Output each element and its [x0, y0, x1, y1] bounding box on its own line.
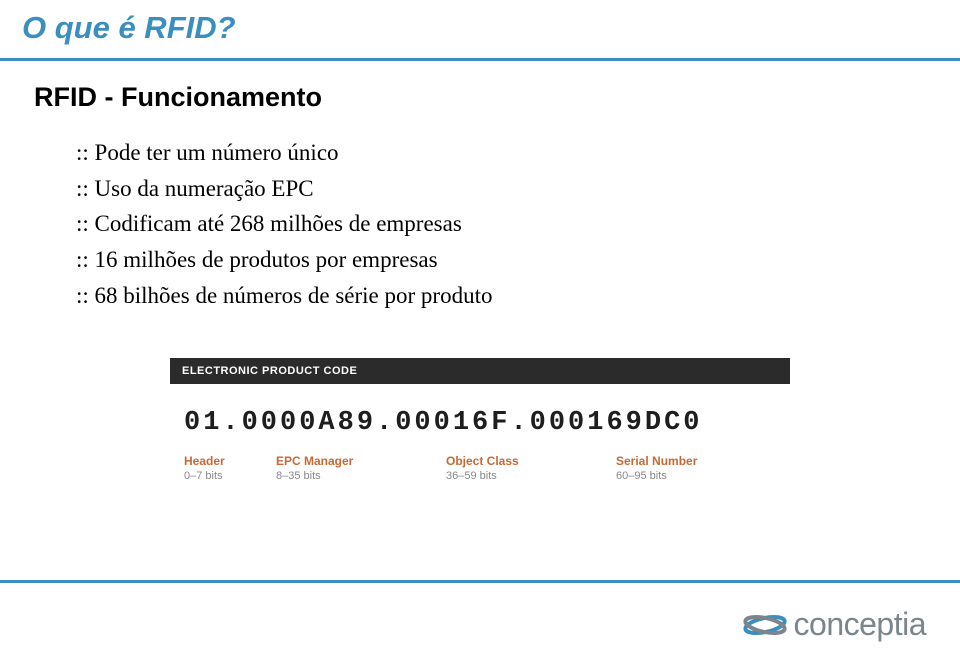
epc-field-bits: 36–59 bits [446, 470, 616, 482]
logo-text: conceptia [794, 606, 926, 643]
epc-field-serial: Serial Number 60–95 bits [616, 454, 776, 482]
page-title: O que é RFID? [22, 10, 236, 46]
logo-icon [742, 610, 788, 640]
list-item: :: Pode ter um número único [76, 135, 492, 171]
section-subtitle: RFID - Funcionamento [34, 82, 322, 113]
epc-fields: Header 0–7 bits EPC Manager 8–35 bits Ob… [170, 454, 790, 490]
epc-field-bits: 8–35 bits [276, 470, 446, 482]
bullet-list: :: Pode ter um número único :: Uso da nu… [76, 135, 492, 313]
epc-field-object: Object Class 36–59 bits [446, 454, 616, 482]
title-divider [0, 58, 960, 61]
brand-logo: conceptia [742, 606, 926, 643]
epc-field-name: Header [184, 454, 276, 468]
epc-field-header: Header 0–7 bits [184, 454, 276, 482]
epc-panel: ELECTRONIC PRODUCT CODE 01.0000A89.00016… [170, 358, 790, 490]
list-item: :: Codificam até 268 milhões de empresas [76, 206, 492, 242]
epc-field-name: EPC Manager [276, 454, 446, 468]
list-item: :: 16 milhões de produtos por empresas [76, 242, 492, 278]
epc-field-name: Object Class [446, 454, 616, 468]
epc-field-name: Serial Number [616, 454, 776, 468]
list-item: :: Uso da numeração EPC [76, 171, 492, 207]
epc-header: ELECTRONIC PRODUCT CODE [170, 358, 790, 384]
epc-field-bits: 0–7 bits [184, 470, 276, 482]
epc-code: 01.0000A89.00016F.000169DC0 [170, 384, 790, 454]
epc-field-manager: EPC Manager 8–35 bits [276, 454, 446, 482]
epc-field-bits: 60–95 bits [616, 470, 776, 482]
footer-divider [0, 580, 960, 583]
list-item: :: 68 bilhões de números de série por pr… [76, 278, 492, 314]
